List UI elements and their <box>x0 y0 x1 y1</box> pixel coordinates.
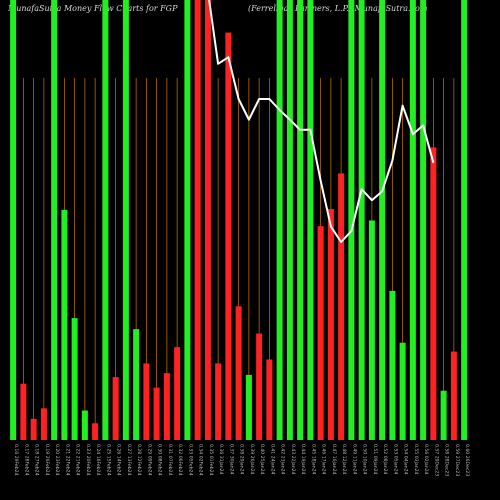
x-tick-label: 0.47 16Jan24 <box>331 444 337 475</box>
bar-up <box>61 209 68 440</box>
bars-group <box>10 0 468 441</box>
flow-line-group <box>208 0 435 243</box>
x-tick-label: 0.56 02Jan24 <box>423 444 429 475</box>
bar-up <box>368 220 375 440</box>
bar-up <box>276 0 283 440</box>
x-tick-label: 0.46 17Jan24 <box>321 444 327 475</box>
chart-subtitle: (Ferrellgas Partners, L.P.) MunafaSutra.… <box>248 4 428 13</box>
bar-up <box>81 410 88 440</box>
x-tick-label: 0.26 14Feb24 <box>116 444 122 476</box>
x-tick-label: 0.35 01Feb24 <box>208 444 214 476</box>
x-tick-label: 0.39 26Jan24 <box>249 444 255 475</box>
bar-up <box>286 0 293 440</box>
bar-down <box>256 333 263 440</box>
bar-up <box>51 0 58 440</box>
x-tick-label: 0.21 22Feb24 <box>64 444 70 476</box>
x-tick-label: 0.59 27Dec23 <box>454 444 460 476</box>
x-tick-label: 0.27 13Feb24 <box>126 444 132 476</box>
x-tick-label: 0.50 10Jan24 <box>362 444 368 475</box>
x-tick-label: 0.41 24Jan24 <box>269 444 275 475</box>
x-tick-label: 0.38 29Jan24 <box>239 444 245 475</box>
bar-down <box>30 418 37 440</box>
x-tick-label: 0.32 06Feb24 <box>177 444 183 476</box>
bar-up <box>461 0 468 440</box>
bar-up <box>184 0 191 440</box>
x-tick-label: 0.30 08Feb24 <box>157 444 163 476</box>
bar-up <box>440 390 447 440</box>
bar-down <box>204 0 211 440</box>
x-tick-label: 0.24 16Feb24 <box>95 444 101 476</box>
x-tick-label: 0.37 30Jan24 <box>228 444 234 475</box>
bar-down <box>235 306 242 440</box>
x-tick-label: 0.51 09Jan24 <box>372 444 378 475</box>
chart-title: MunafaSutra Money Flow Charts for FGP <box>8 4 178 13</box>
bar-up <box>71 318 78 440</box>
x-tick-label: 0.60 26Dec23 <box>464 444 470 476</box>
x-tick-label: 0.23 20Feb24 <box>85 444 91 476</box>
x-tick-label: 0.48 12Jan24 <box>341 444 347 475</box>
bar-up <box>122 0 129 440</box>
x-tick-label: 0.19 26Feb24 <box>44 444 50 476</box>
bar-down <box>174 347 181 440</box>
x-tick-label: 0.52 08Jan24 <box>382 444 388 475</box>
x-tick-label: 0.58 28Dec23 <box>444 444 450 476</box>
flow-line <box>208 0 435 243</box>
x-tick-label: 0.36 31Jan24 <box>218 444 224 475</box>
x-tick-label: 0.57 29Dec23 <box>433 444 439 476</box>
x-tick-label: 0.45 18Jan24 <box>310 444 316 475</box>
bar-down <box>317 226 324 440</box>
bar-down <box>266 359 273 440</box>
x-tick-label: 0.53 05Jan24 <box>392 444 398 475</box>
bar-down <box>112 377 119 440</box>
bar-down <box>194 0 201 440</box>
bar-down <box>163 373 170 440</box>
x-tick-label: 0.44 19Jan24 <box>300 444 306 475</box>
bar-up <box>10 0 17 440</box>
bar-down <box>338 173 345 441</box>
bar-down <box>40 408 47 440</box>
x-tick-label: 0.29 09Feb24 <box>146 444 152 476</box>
bar-down <box>143 363 150 440</box>
bar-down <box>215 363 222 440</box>
bar-up <box>399 342 406 440</box>
bar-up <box>297 0 304 440</box>
bar-up <box>409 0 416 440</box>
bar-down <box>327 209 334 440</box>
bar-down <box>225 32 232 441</box>
x-tick-label: 0.17 28Feb24 <box>23 444 29 476</box>
x-tick-label: 0.40 25Jan24 <box>259 444 265 475</box>
bar-up <box>379 0 386 440</box>
x-tick-label: 0.22 21Feb24 <box>75 444 81 476</box>
bar-up <box>348 0 355 440</box>
x-tick-label: 0.34 02Feb24 <box>198 444 204 476</box>
bar-up <box>389 290 396 440</box>
bar-up <box>245 374 252 440</box>
bar-down <box>92 423 99 440</box>
bar-down <box>20 383 27 440</box>
bar-up <box>420 0 427 440</box>
x-tick-label: 0.42 23Jan24 <box>280 444 286 475</box>
x-tick-label: 0.43 22Jan24 <box>290 444 296 475</box>
x-tick-label: 0.55 03Jan24 <box>413 444 419 475</box>
x-tick-label: 0.49 11Jan24 <box>351 444 357 475</box>
x-tick-label: 0.54 04Jan24 <box>403 444 409 475</box>
bar-down <box>153 387 160 440</box>
bar-down <box>450 351 457 440</box>
x-tick-label: 0.16 29Feb24 <box>13 444 19 476</box>
bar-up <box>102 0 109 440</box>
bar-up <box>307 0 314 440</box>
bar-up <box>358 0 365 440</box>
x-tick-label: 0.18 27Feb24 <box>34 444 40 476</box>
x-tick-label: 0.31 07Feb24 <box>167 444 173 476</box>
bar-down <box>430 147 437 440</box>
bar-up <box>133 329 140 440</box>
x-tick-label: 0.33 05Feb24 <box>187 444 193 476</box>
x-axis-labels: 0.16 29Feb24 0.17 28Feb24 0.18 27Feb24 0.19… <box>13 444 470 476</box>
x-tick-label: 0.25 15Feb24 <box>105 444 111 476</box>
x-tick-label: 0.28 12Feb24 <box>136 444 142 476</box>
x-tick-label: 0.20 23Feb24 <box>54 444 60 476</box>
